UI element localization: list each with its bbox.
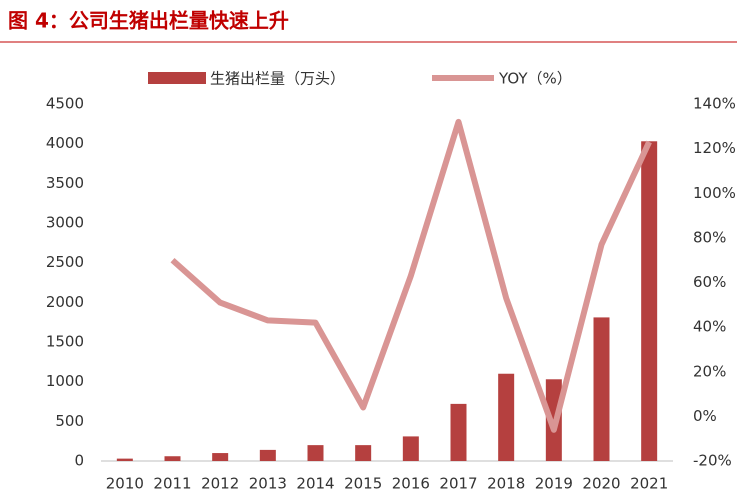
x-tick-label: 2014 [296,475,334,493]
x-tick-label: 2019 [535,475,573,493]
y-tick-label: 4000 [46,134,84,152]
bar [212,453,229,461]
bar [593,317,610,461]
bar [259,449,276,461]
y2-tick-label: 140% [693,95,736,113]
bar [641,141,658,461]
y-tick-label: 4500 [46,95,84,113]
x-tick-label: 2012 [201,475,239,493]
x-tick-label: 2011 [153,475,191,493]
y2-tick-label: 0% [693,407,717,425]
x-tick-label: 2020 [582,475,620,493]
y-tick-label: 0 [74,452,84,470]
bar [450,403,467,461]
legend-swatch [148,72,206,84]
bar [355,445,372,461]
x-tick-label: 2018 [487,475,525,493]
x-tick-label: 2015 [344,475,382,493]
y2-tick-label: 100% [693,184,736,202]
line [170,118,652,433]
y-tick-label: 3500 [46,174,84,192]
y2-tick-label: 120% [693,139,736,157]
y2-tick-label: 20% [693,362,726,380]
bar [164,456,181,461]
y2-tick-label: -20% [693,452,732,470]
y2-tick-label: 80% [693,228,726,246]
y-tick-label: 2000 [46,293,84,311]
x-tick-label: 2016 [392,475,430,493]
legend-label: YOY（%） [498,70,572,88]
x-tick-label: 2021 [630,475,668,493]
y2-tick-label: 60% [693,273,726,291]
bar [402,436,419,461]
y-tick-label: 1000 [46,372,84,390]
bar [498,373,515,461]
y-tick-label: 3000 [46,214,84,232]
bar [307,445,324,461]
y-tick-label: 1500 [46,333,84,351]
x-tick-label: 2013 [249,475,287,493]
x-tick-label: 2017 [439,475,477,493]
y2-tick-label: 40% [693,318,726,336]
x-tick-label: 2010 [106,475,144,493]
chart-title: 图 4：公司生猪出栏量快速上升 [8,9,289,33]
y-tick-label: 500 [55,412,84,430]
bar [116,458,133,461]
legend-label: 生猪出栏量（万头） [210,70,345,88]
y-tick-label: 2500 [46,253,84,271]
